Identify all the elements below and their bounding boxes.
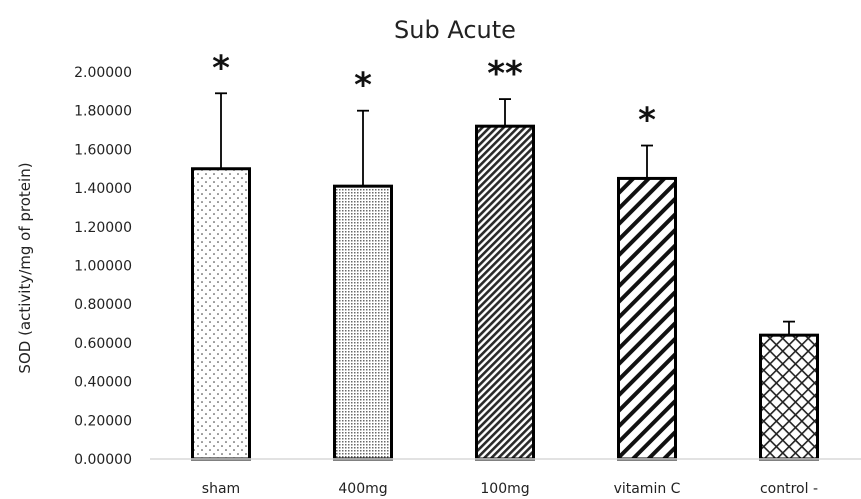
y-tick-label: 0.60000 (74, 336, 132, 352)
y-tick-label: 1.60000 (74, 142, 132, 158)
x-category-label: vitamin C (614, 481, 681, 497)
significance-markers: * * *** (212, 48, 656, 140)
y-tick-label: 1.00000 (74, 259, 132, 275)
y-tick-label: 0.80000 (74, 297, 132, 313)
y-tick-label: 0.40000 (74, 375, 132, 391)
bar-400mg (333, 184, 393, 461)
y-tick-label: 1.80000 (74, 104, 132, 120)
x-category-label: 400mg (338, 481, 387, 497)
bar-100mg (475, 124, 535, 461)
x-category-label: control - (760, 481, 818, 497)
bar-control- (759, 333, 819, 461)
chart-title: Sub Acute (394, 16, 516, 44)
y-tick-label: 2.00000 (74, 65, 132, 81)
significance-marker: * (212, 48, 230, 88)
bars (191, 124, 819, 461)
x-category-label: 100mg (480, 481, 529, 497)
y-tick-label: 0.00000 (74, 452, 132, 468)
bar-vitamin-c (617, 176, 677, 461)
y-tick-label: 1.20000 (74, 220, 132, 236)
significance-marker: * (354, 66, 372, 106)
y-tick-label: 1.40000 (74, 181, 132, 197)
y-axis-ticks: 0.00000 0.20000 0.40000 0.60000 0.80000 1.000… (74, 65, 132, 468)
x-axis-categories: sham 400mg 100mg vitamin C control - (202, 481, 818, 497)
bar-sham (191, 167, 251, 461)
y-tick-label: 0.20000 (74, 413, 132, 429)
significance-marker: * (638, 101, 656, 141)
y-axis-label: SOD (activity/mg of protein) (16, 162, 34, 373)
error-bars (215, 92, 795, 336)
x-category-label: sham (202, 481, 240, 497)
significance-marker: ** (487, 54, 523, 94)
